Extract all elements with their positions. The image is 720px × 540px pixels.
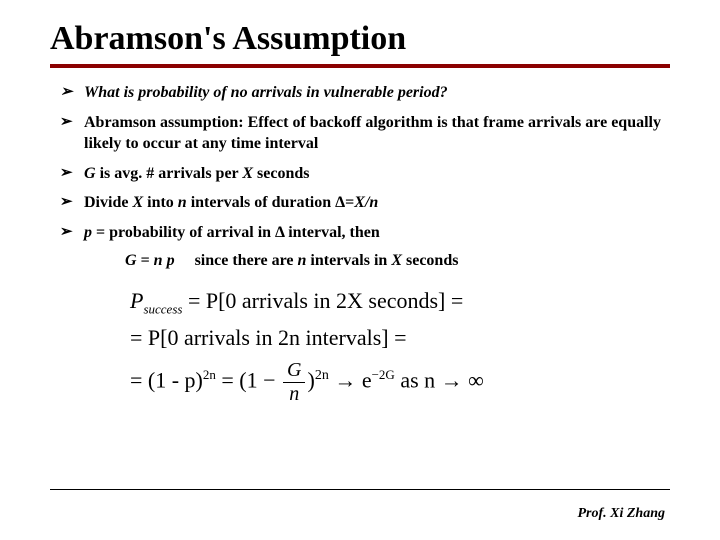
bullet-item: G is avg. # arrivals per X seconds [60,163,670,185]
equation-lhs: G = n p [125,252,175,269]
equation-rhs: since there are n intervals in X seconds [195,252,459,269]
inline-equation: G = n p since there are n intervals in X… [125,252,670,270]
formula-line-3: = (1 - p)2n = (1 − Gn)2n → e−2G as n → ∞ [130,359,670,406]
bullet-item: Divide X into n intervals of duration Δ=… [60,192,670,214]
bullet-item: What is probability of no arrivals in vu… [60,82,670,104]
title-rule [50,64,670,68]
bullet-list: What is probability of no arrivals in vu… [60,82,670,244]
slide-title: Abramson's Assumption [50,20,670,58]
footer-text: Prof. Xi Zhang [577,506,665,522]
formula-line-2: = P[0 arrivals in 2n intervals] = [130,325,670,351]
bullet-item: Abramson assumption: Effect of backoff a… [60,112,670,155]
bullet-item: p = probability of arrival in Δ interval… [60,222,670,244]
formula-line-1: Psuccess = P[0 arrivals in 2X seconds] = [130,288,670,317]
footer-rule [50,489,670,490]
formula-block: Psuccess = P[0 arrivals in 2X seconds] =… [130,288,670,406]
